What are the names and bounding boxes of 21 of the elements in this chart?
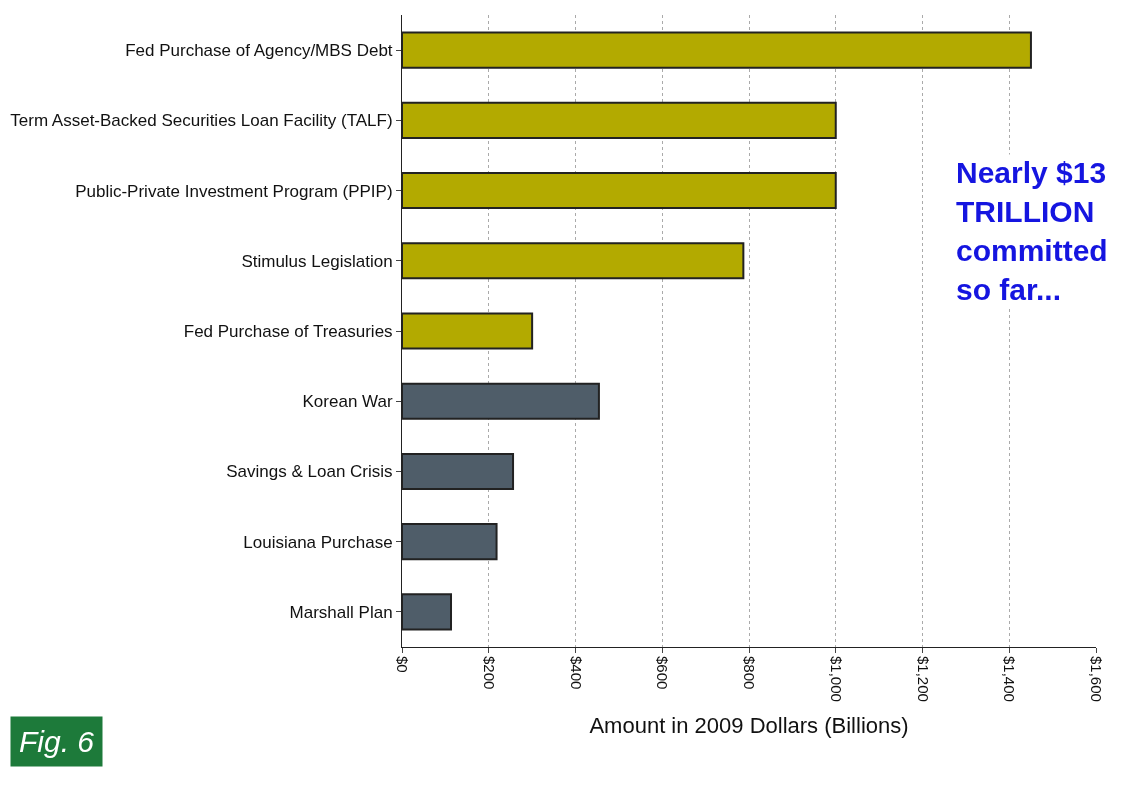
x-tick-label: $0 (394, 656, 412, 673)
y-tick-label: Public-Private Investment Program (PPIP) (75, 181, 393, 201)
x-tick-label: $1,400 (1001, 656, 1019, 702)
y-tick-label: Savings & Loan Crisis (226, 462, 393, 482)
y-tick-label: Korean War (302, 392, 393, 412)
y-tick-label: Louisiana Purchase (243, 532, 393, 552)
x-tick-label: $1,000 (827, 656, 845, 702)
x-tick-label: $200 (480, 656, 498, 690)
caption: Fig. 6 (19, 725, 95, 758)
x-tick-label: $400 (567, 656, 585, 690)
x-tick-label: $1,200 (914, 656, 932, 702)
y-tick-label: Marshall Plan (289, 602, 393, 622)
y-tick-label: Stimulus Legislation (241, 251, 393, 271)
annotation: Nearly $13 TRILLION committed so far... (956, 156, 1108, 306)
x-tick-label: $800 (741, 656, 759, 690)
y-tick-label: Term Asset-Backed Securities Loan Facility (TALF) (10, 111, 393, 131)
x-tick-label: $600 (654, 656, 672, 690)
y-tick-label: Fed Purchase of Treasuries (183, 321, 393, 341)
x-tick-label: $1,600 (1088, 656, 1106, 702)
x-axis-title: Amount in 2009 Dollars (Billions) (589, 712, 909, 738)
y-tick-label: Fed Purchase of Agency/MBS Debt (125, 41, 393, 61)
